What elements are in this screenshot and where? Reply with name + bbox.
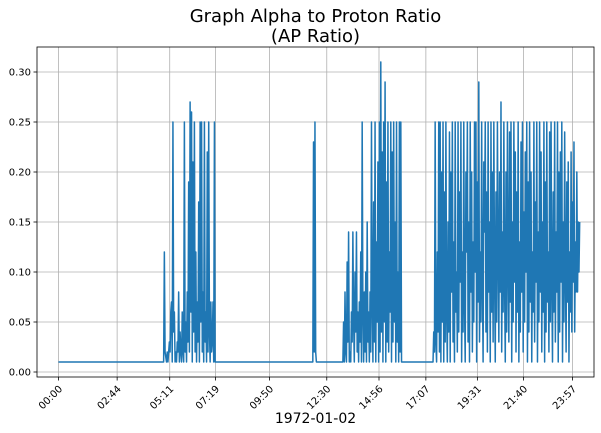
y-tick-label: 0.00 [9,368,31,379]
y-tick-label: 0.15 [9,218,31,229]
y-tick-label: 0.20 [9,168,31,179]
y-axis: 0.00 0.05 0.10 0.15 0.20 0.25 0.30 [9,68,37,379]
series-line-ap-ratio [58,61,581,363]
chart-title-line1: Graph Alpha to Proton Ratio [190,6,442,27]
plot-area [58,61,581,363]
y-tick-label: 0.30 [9,68,31,79]
y-tick-label: 0.10 [9,268,31,279]
chart-title-line2: (AP Ratio) [271,26,360,47]
y-tick-label: 0.05 [9,318,31,329]
y-tick-label: 0.25 [9,118,31,129]
x-axis-label: 1972-01-02 [275,411,356,427]
plot-frame [36,46,595,378]
